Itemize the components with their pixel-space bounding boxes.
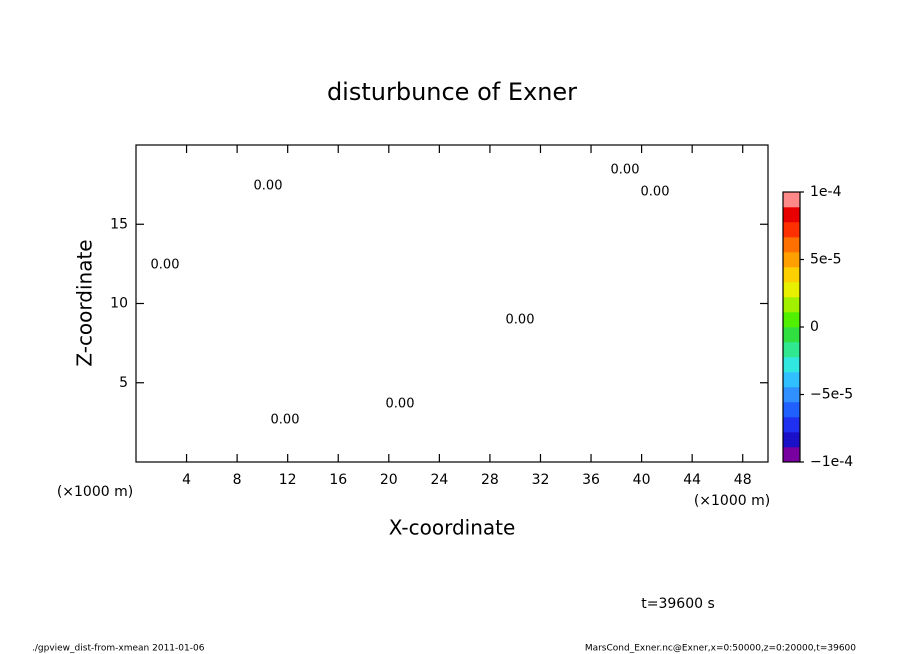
contour-label: 0.00 [271, 413, 300, 428]
colorbar-tick-label: −5e-5 [810, 387, 853, 403]
colorbar-band [783, 417, 800, 433]
chart-title: disturbunce of Exner [327, 78, 577, 106]
x-tick-label: 32 [532, 472, 550, 488]
colorbar-band [783, 357, 800, 373]
x-tick-label: 28 [481, 472, 499, 488]
contour-label: 0.00 [641, 185, 670, 200]
colorbar-band [783, 237, 800, 253]
colorbar-band [783, 372, 800, 388]
colorbar-tick-label: 5e-5 [810, 252, 841, 268]
x-tick-label: 20 [380, 472, 398, 488]
colorbar-tick-label: 0 [810, 319, 819, 335]
colorbar-band [783, 252, 800, 268]
x-tick-label: 44 [683, 472, 701, 488]
y-tick-label: 10 [110, 296, 128, 312]
contour-label: 0.00 [611, 163, 640, 178]
colorbar-band [783, 342, 800, 358]
x-axis-label: X-coordinate [389, 516, 516, 540]
y-tick-label: 5 [119, 375, 128, 391]
contour-label: 0.00 [386, 397, 415, 412]
colorbar-band [783, 297, 800, 313]
colorbar-band [783, 432, 800, 448]
colorbar-band [783, 402, 800, 418]
colorbar-band [783, 387, 800, 403]
colorbar-band [783, 207, 800, 223]
x-tick-label: 36 [582, 472, 600, 488]
x-tick-label: 16 [329, 472, 347, 488]
colorbar-band [783, 267, 800, 283]
time-label: t=39600 s [641, 596, 715, 612]
x-tick-label: 40 [633, 472, 651, 488]
footer-left: ./gpview_dist-from-xmean 2011-01-06 [32, 644, 205, 654]
footer-right: MarsCond_Exner.nc@Exner,x=0:50000,z=0:20… [585, 644, 856, 654]
colorbar-band [783, 222, 800, 238]
y-unit: (×1000 m) [57, 484, 133, 500]
colorbar-tick-label: 1e-4 [810, 184, 842, 200]
y-axis-label: Z-coordinate [73, 239, 97, 366]
x-tick-label: 4 [182, 472, 191, 488]
y-tick-label: 15 [110, 216, 128, 232]
x-unit: (×1000 m) [694, 493, 770, 509]
x-tick-label: 12 [279, 472, 297, 488]
contour-label: 0.00 [506, 313, 535, 328]
colorbar-band [783, 312, 800, 328]
x-tick-label: 48 [734, 472, 752, 488]
colorbar-tick-label: −1e-4 [810, 454, 853, 470]
colorbar-band [783, 282, 800, 298]
colorbar-band [783, 192, 800, 208]
contour-label: 0.00 [254, 179, 283, 194]
contour-label: 0.00 [151, 258, 180, 273]
colorbar-band [783, 447, 800, 463]
x-tick-label: 24 [430, 472, 448, 488]
colorbar-band [783, 327, 800, 343]
x-tick-label: 8 [233, 472, 242, 488]
plot-frame [135, 144, 769, 463]
